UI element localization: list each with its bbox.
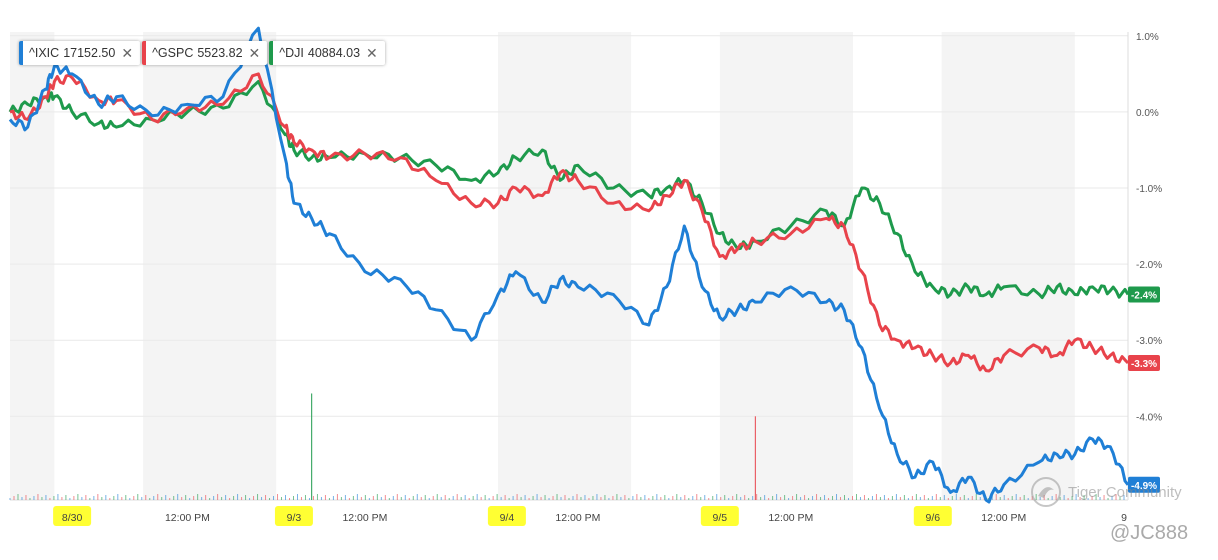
series-line — [8, 26, 1130, 504]
x-tick-label: 12:00 PM — [165, 512, 210, 524]
end-label-text: -3.3% — [1131, 359, 1157, 370]
series-color-swatch — [142, 41, 147, 65]
x-tick-label: 9/3 — [287, 512, 302, 524]
series-color-swatch — [269, 41, 274, 65]
y-tick-label: -3.0% — [1136, 336, 1162, 347]
series-symbol: ^IXIC — [29, 46, 60, 60]
date-highlight — [487, 506, 526, 526]
y-axis: 1.0% 0.0% -1.0% -2.0% -3.0% -4.0% — [1136, 32, 1162, 423]
session-bands — [10, 32, 1075, 500]
shaded-band — [498, 32, 632, 500]
series-value: 17152.50 — [63, 46, 116, 60]
x-axis: 8/30 12:00 PM 9/3 12:00 PM 9/4 12:00 PM 9/5 12:… — [53, 506, 1127, 526]
x-tick-label: 12:00 PM — [342, 512, 387, 524]
y-tick-label: 1.0% — [1136, 32, 1159, 43]
volume-bars — [9, 393, 1125, 500]
x-tick-label: 12:00 PM — [555, 512, 600, 524]
legend-chip[interactable]: ^IXIC 17152.50 ✕ — [19, 41, 141, 65]
y-tick-label: 0.0% — [1136, 108, 1159, 119]
x-tick-label: 9/6 — [925, 512, 940, 524]
series-symbol: ^DJI — [279, 46, 304, 60]
legend: ^IXIC 17152.50 ✕ ^GSPC 5523.82 ✕ ^DJI 40884.03 ✕ — [19, 41, 385, 65]
series-symbol: ^GSPC — [152, 46, 194, 60]
close-icon[interactable]: ✕ — [366, 44, 378, 61]
end-label-tag — [1128, 355, 1160, 372]
series-value: 40884.03 — [307, 46, 361, 60]
shaded-band — [719, 32, 853, 500]
date-highlight — [700, 506, 739, 526]
watermark-brand: Tiger Community — [1068, 483, 1182, 501]
end-label-tag — [1128, 286, 1160, 303]
x-tick-label: 12:00 PM — [981, 512, 1026, 524]
close-icon[interactable]: ✕ — [121, 44, 134, 61]
y-tick-label: -2.0% — [1136, 260, 1162, 271]
x-tick-label: 12:00 PM — [768, 512, 813, 524]
date-highlight — [53, 506, 92, 526]
legend-chip[interactable]: ^GSPC 5523.82 ✕ — [142, 41, 268, 65]
shaded-band — [941, 32, 1075, 500]
y-tick-label: -4.0% — [1136, 412, 1162, 423]
x-tick-label: 8/30 — [62, 512, 83, 524]
end-label-text: -2.4% — [1131, 291, 1157, 302]
date-highlight — [913, 506, 952, 526]
legend-chip[interactable]: ^DJI 40884.03 ✕ — [269, 41, 385, 65]
grid-lines — [10, 32, 1129, 501]
x-tick-label: 9 — [1121, 512, 1127, 524]
watermark: Tiger Community — [1030, 476, 1182, 508]
y-tick-label: -1.0% — [1136, 184, 1162, 195]
series-color-swatch — [19, 41, 23, 65]
watermark-handle: @JC888 — [1110, 522, 1189, 544]
tiger-logo-icon — [1031, 477, 1061, 507]
end-labels: -2.4% -3.3% -4.9% — [1128, 286, 1160, 493]
end-label-text: -4.9% — [1131, 481, 1157, 492]
close-icon[interactable]: ✕ — [248, 44, 261, 61]
series-lines — [8, 26, 1130, 504]
end-label-tag — [1128, 476, 1160, 493]
x-tick-label: 9/4 — [500, 512, 515, 524]
date-highlight — [274, 506, 313, 526]
x-tick-label: 9/5 — [713, 512, 728, 524]
series-value: 5523.82 — [197, 46, 243, 60]
